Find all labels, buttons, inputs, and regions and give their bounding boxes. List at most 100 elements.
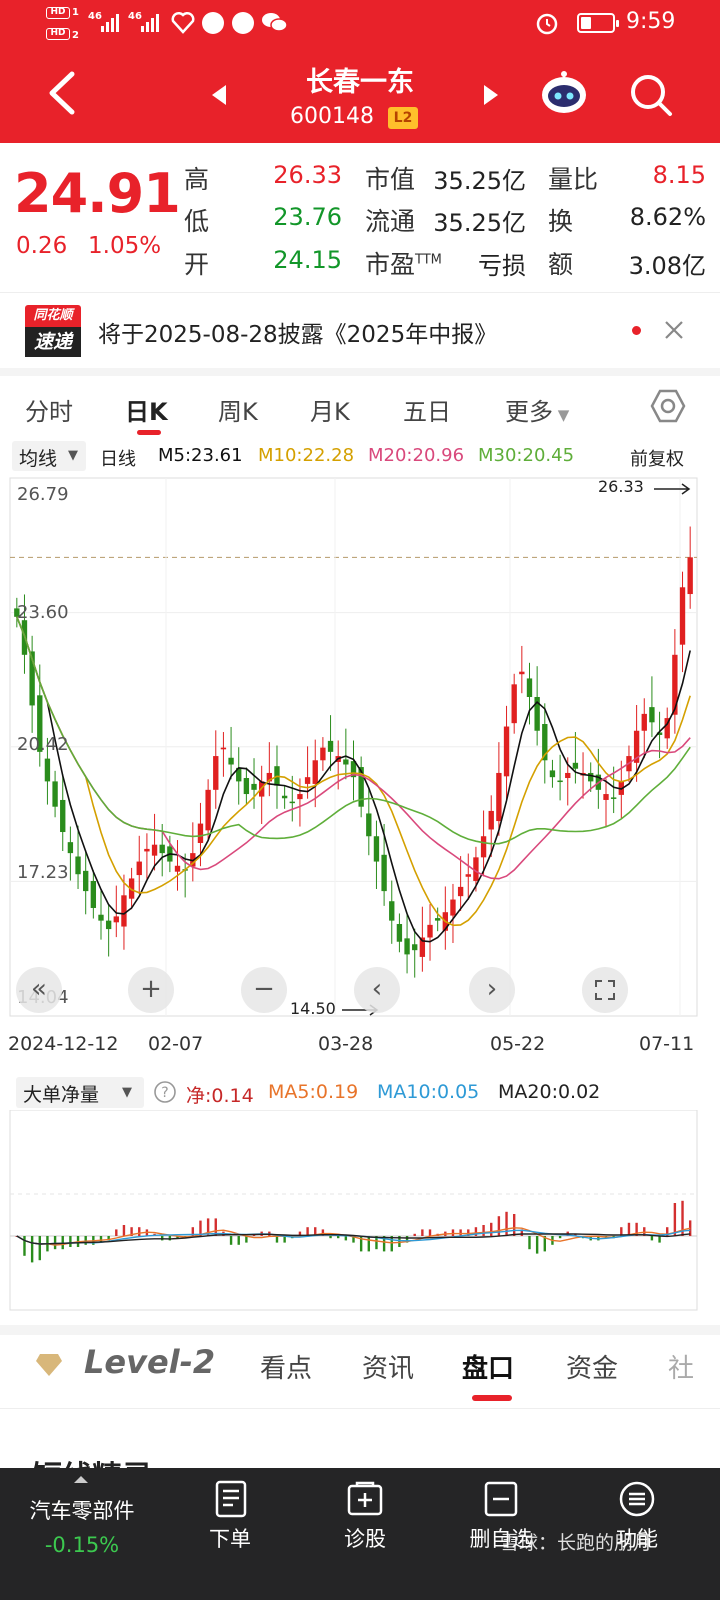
candle-body (128, 878, 135, 899)
unread-dot (632, 326, 641, 335)
candle-body (457, 886, 464, 897)
divider (0, 1408, 720, 1409)
back-arrow-icon[interactable] (44, 70, 80, 116)
net-bar (459, 1229, 462, 1236)
candle-body (297, 794, 303, 800)
candle-body (243, 778, 250, 795)
candle-body (75, 856, 81, 875)
expand-up-icon[interactable] (72, 1474, 90, 1484)
search-icon[interactable] (628, 72, 674, 118)
nav-diagnose-label[interactable]: 诊股 (344, 1527, 386, 1551)
candle-body (434, 918, 441, 921)
ma30-value: M30:20.45 (478, 445, 575, 466)
candle-body (588, 772, 594, 782)
fullscreen-button[interactable] (582, 967, 628, 1013)
y-tick-label: 26.79 (17, 484, 69, 505)
sector-name[interactable]: 汽车零部件 (29, 1499, 135, 1523)
candle-body (121, 895, 127, 927)
section-title-partial: 短线精灵 (32, 1452, 152, 1468)
net-bar (398, 1236, 401, 1247)
candle-body (67, 842, 74, 854)
tab-daily-k[interactable]: 日K (125, 398, 168, 426)
nav-functions-label[interactable]: 功能 (616, 1527, 658, 1551)
net-bar (543, 1236, 546, 1252)
order-icon (215, 1480, 247, 1518)
zoom-in-button[interactable]: + (128, 967, 174, 1013)
turnover-label: 换 (548, 207, 574, 236)
candle-body (557, 780, 563, 783)
help-icon[interactable]: ? (153, 1080, 177, 1104)
indicator-chart[interactable] (0, 1110, 720, 1318)
tab-intraday[interactable]: 分时 (25, 398, 73, 426)
app-notification-icon-2 (232, 12, 254, 34)
adjust-mode[interactable]: 前复权 (630, 449, 684, 470)
candle-body (251, 783, 257, 790)
candle-body (549, 770, 556, 778)
nav-remove-watchlist-label[interactable]: 删自选 (469, 1527, 533, 1551)
tab-five-day[interactable]: 五日 (403, 398, 451, 426)
dropdown-arrow-icon: ▼ (122, 1085, 132, 1100)
ind-ma10-value: MA10:0.05 (377, 1081, 480, 1103)
kline-chart[interactable] (0, 474, 720, 1024)
tab-monthly-k[interactable]: 月K (310, 398, 350, 426)
net-bar (367, 1236, 371, 1252)
ma20-value: M20:20.96 (368, 445, 465, 466)
hd1-indicator: HD (46, 7, 70, 19)
net-bar (528, 1236, 531, 1250)
candle-body (350, 761, 357, 778)
tab-community[interactable]: 社 (668, 1354, 695, 1384)
candle-body (144, 848, 150, 852)
signal1-icon (101, 14, 119, 32)
net-bar (30, 1236, 34, 1263)
nav-order-label[interactable]: 下单 (209, 1527, 251, 1551)
candle-body (649, 707, 655, 723)
next-stock-icon[interactable] (480, 83, 502, 107)
net-bar (138, 1227, 141, 1236)
chart-settings-icon[interactable] (650, 388, 686, 424)
scroll-right-button[interactable]: › (469, 967, 515, 1013)
app-header: HD HD 1 2 46 46 9:59 长春一东 600148 (0, 0, 720, 143)
candle-body (496, 772, 502, 822)
scroll-left-fast-button[interactable]: « (16, 967, 62, 1013)
net-bar (512, 1214, 516, 1236)
net-bar (130, 1227, 133, 1236)
news-headline[interactable]: 将于2025-08-28披露《2025年中报》 (98, 322, 498, 348)
candle-body (633, 730, 640, 763)
close-icon[interactable] (662, 318, 686, 342)
tab-more[interactable]: 更多 ▼ (505, 398, 570, 426)
tab-weekly-k[interactable]: 周K (218, 398, 258, 426)
scroll-left-button[interactable]: ‹ (354, 967, 400, 1013)
tab-order-book[interactable]: 盘口 (462, 1354, 515, 1384)
net-bar (413, 1233, 416, 1236)
heart-app-icon (171, 12, 195, 34)
ind-ma20-value: MA20:0.02 (498, 1081, 601, 1103)
candle-body (197, 823, 204, 843)
low-mark-label: 14.50 (290, 999, 336, 1018)
zoom-out-button[interactable]: − (241, 967, 287, 1013)
indicator-selector[interactable]: 大单净量 ▼ (16, 1077, 144, 1108)
stock-name: 长春一东 (306, 67, 414, 98)
tab-news[interactable]: 资讯 (362, 1354, 415, 1384)
candle-body (266, 772, 273, 782)
candle-body (687, 557, 693, 595)
svg-text:?: ? (161, 1085, 168, 1101)
tab-highlights[interactable]: 看点 (260, 1354, 313, 1384)
ma-selector[interactable]: 均线 ▼ (12, 441, 86, 471)
candle-body (228, 757, 234, 765)
candle-body (98, 914, 104, 921)
news-logo-bottom: 速递 (25, 327, 81, 357)
tab-funds[interactable]: 资金 (566, 1354, 619, 1384)
candle-body (511, 684, 517, 724)
level2-badge[interactable]: L2 (388, 107, 418, 129)
prev-stock-icon[interactable] (208, 83, 230, 107)
candle-body (90, 880, 97, 908)
net-bar (321, 1229, 325, 1236)
candle-body (641, 713, 647, 731)
ma10-value: M10:22.28 (258, 445, 355, 466)
stock-code: 600148 (290, 104, 374, 129)
net-bar (336, 1236, 340, 1239)
level2-brand[interactable]: Level-2 (84, 1343, 216, 1381)
net-bar (627, 1222, 631, 1236)
x-date-label: 02-07 (148, 1033, 204, 1055)
robot-assistant-icon[interactable] (538, 68, 590, 118)
